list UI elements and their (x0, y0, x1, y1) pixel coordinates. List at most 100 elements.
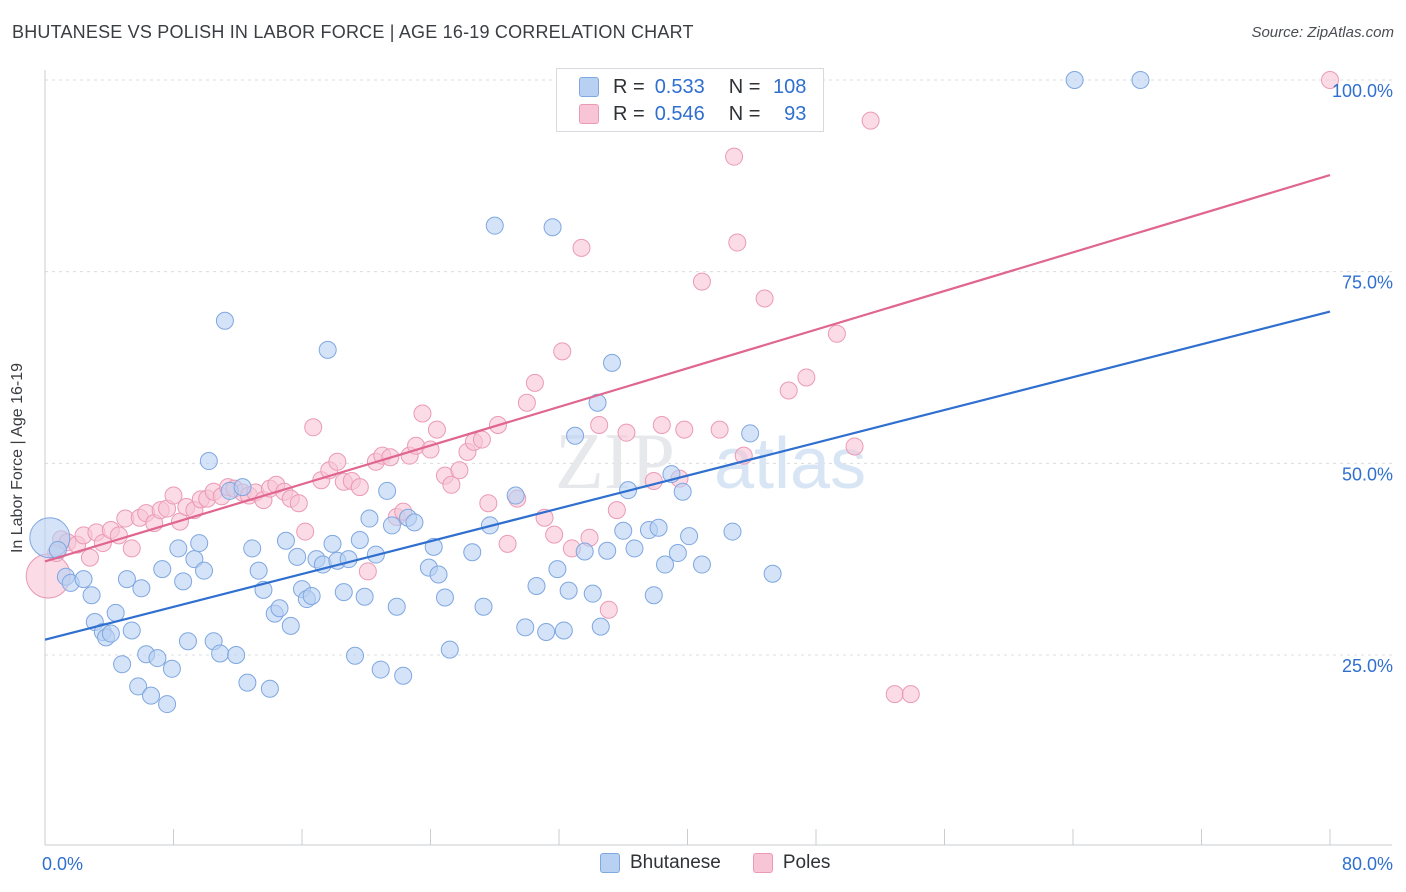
bhutanese-point (424, 537, 443, 556)
x-tick-label: 80.0% (1342, 854, 1393, 874)
bhutanese-point (591, 617, 610, 636)
bhutanese-point (583, 584, 602, 603)
bhutanese-point (148, 649, 167, 668)
bhutanese-point (371, 660, 390, 679)
bhutanese-point (169, 539, 188, 558)
bhutanese-swatch (600, 853, 620, 873)
poles-point (479, 494, 498, 513)
bhutanese-point (656, 555, 675, 574)
poles-point (590, 416, 609, 434)
bhutanese-points (29, 71, 1150, 714)
poles-point (692, 272, 711, 291)
poles-point (350, 478, 369, 497)
poles-point (80, 548, 99, 567)
bhutanese-point (575, 542, 594, 561)
bhutanese-point (178, 632, 197, 651)
poles-point (845, 437, 864, 456)
legend-row-poles: R = 0.546 N = 93 (579, 102, 806, 126)
poles-point (545, 525, 564, 544)
bhutanese-point (199, 452, 218, 471)
poles-point (885, 685, 904, 704)
bhutanese-point (288, 547, 307, 566)
legend-row-bhutanese: R = 0.533 N = 108 (579, 75, 806, 99)
bhutanese-point (260, 679, 279, 698)
bhutanese-point (763, 564, 782, 583)
poles-trend-line (44, 174, 1331, 563)
bhutanese-point (360, 509, 379, 528)
bhutanese-point (516, 618, 535, 637)
bhutanese-point (644, 586, 663, 605)
poles-point (797, 368, 816, 387)
bhutanese-point (537, 623, 556, 641)
bhutanese-point (339, 550, 358, 569)
bhutanese-point (117, 570, 136, 589)
source-credit: Source: ZipAtlas.com (1251, 24, 1394, 41)
bhutanese-point (1065, 71, 1084, 89)
bhutanese-point (174, 572, 193, 591)
poles-point (725, 147, 744, 166)
legend-item-poles: Poles (752, 852, 831, 874)
r-label: R = (613, 75, 645, 98)
legend-label: Poles (782, 852, 831, 873)
y-axis-title: In Labor Force | Age 16-19 (9, 362, 26, 554)
poles-point (617, 423, 636, 442)
bhutanese-point (527, 577, 546, 595)
poles-point (525, 373, 544, 392)
poles-swatch (752, 853, 773, 873)
bhutanese-point (668, 544, 687, 563)
poles-point (572, 238, 591, 257)
poles-point (304, 418, 323, 437)
bhutanese-point (440, 640, 459, 659)
n-value: 108 (773, 75, 807, 98)
bhutanese-point (142, 686, 161, 705)
bhutanese-point (625, 539, 644, 558)
bhutanese-point (673, 482, 692, 501)
bhutanese-point (238, 673, 257, 692)
poles-point (164, 486, 183, 505)
bhutanese-point (113, 655, 132, 674)
bhutanese-point (559, 581, 578, 600)
bhutanese-point (233, 478, 252, 497)
bhutanese-point (463, 543, 482, 562)
bhutanese-point (405, 513, 424, 532)
bhutanese-point (566, 426, 585, 445)
bhutanese-point (649, 518, 668, 537)
poles-point (296, 522, 315, 541)
bhutanese-point (346, 646, 365, 665)
y-tick-label: 25.0% (1342, 656, 1393, 676)
bhutanese-point (211, 644, 230, 663)
bhutanese-point (153, 560, 172, 579)
bhutanese-point (692, 555, 711, 574)
bhutanese-point (82, 586, 101, 605)
bhutanese-point (350, 531, 369, 549)
bhutanese-trend-line (44, 310, 1331, 641)
poles-point (517, 393, 536, 412)
bhutanese-point (162, 659, 181, 678)
poles-point (901, 685, 920, 704)
poles-point (861, 111, 880, 130)
bhutanese-point (243, 539, 262, 558)
r-label: R = (613, 102, 645, 125)
bhutanese-point (132, 579, 151, 598)
bhutanese-point (227, 646, 246, 664)
poles-point (1321, 71, 1339, 89)
bhutanese-point (506, 486, 525, 505)
bhutanese-point (101, 624, 120, 643)
bhutanese-point (270, 599, 289, 618)
bhutanese-point (281, 616, 300, 635)
poles-point (289, 494, 308, 513)
bhutanese-point (318, 340, 337, 359)
bhutanese-point (195, 561, 214, 580)
n-label: N = (728, 102, 761, 125)
bhutanese-point (680, 527, 699, 546)
bhutanese-point (387, 597, 406, 616)
r-value: 0.533 (654, 75, 705, 98)
bhutanese-point (334, 583, 353, 602)
bhutanese-point (355, 587, 374, 606)
poles-point (472, 430, 491, 449)
bhutanese-point (190, 534, 209, 553)
bhutanese-point (276, 531, 295, 550)
y-tick-labels: 25.0% 50.0% 75.0% 100.0% (1332, 81, 1393, 676)
poles-point (728, 233, 747, 252)
